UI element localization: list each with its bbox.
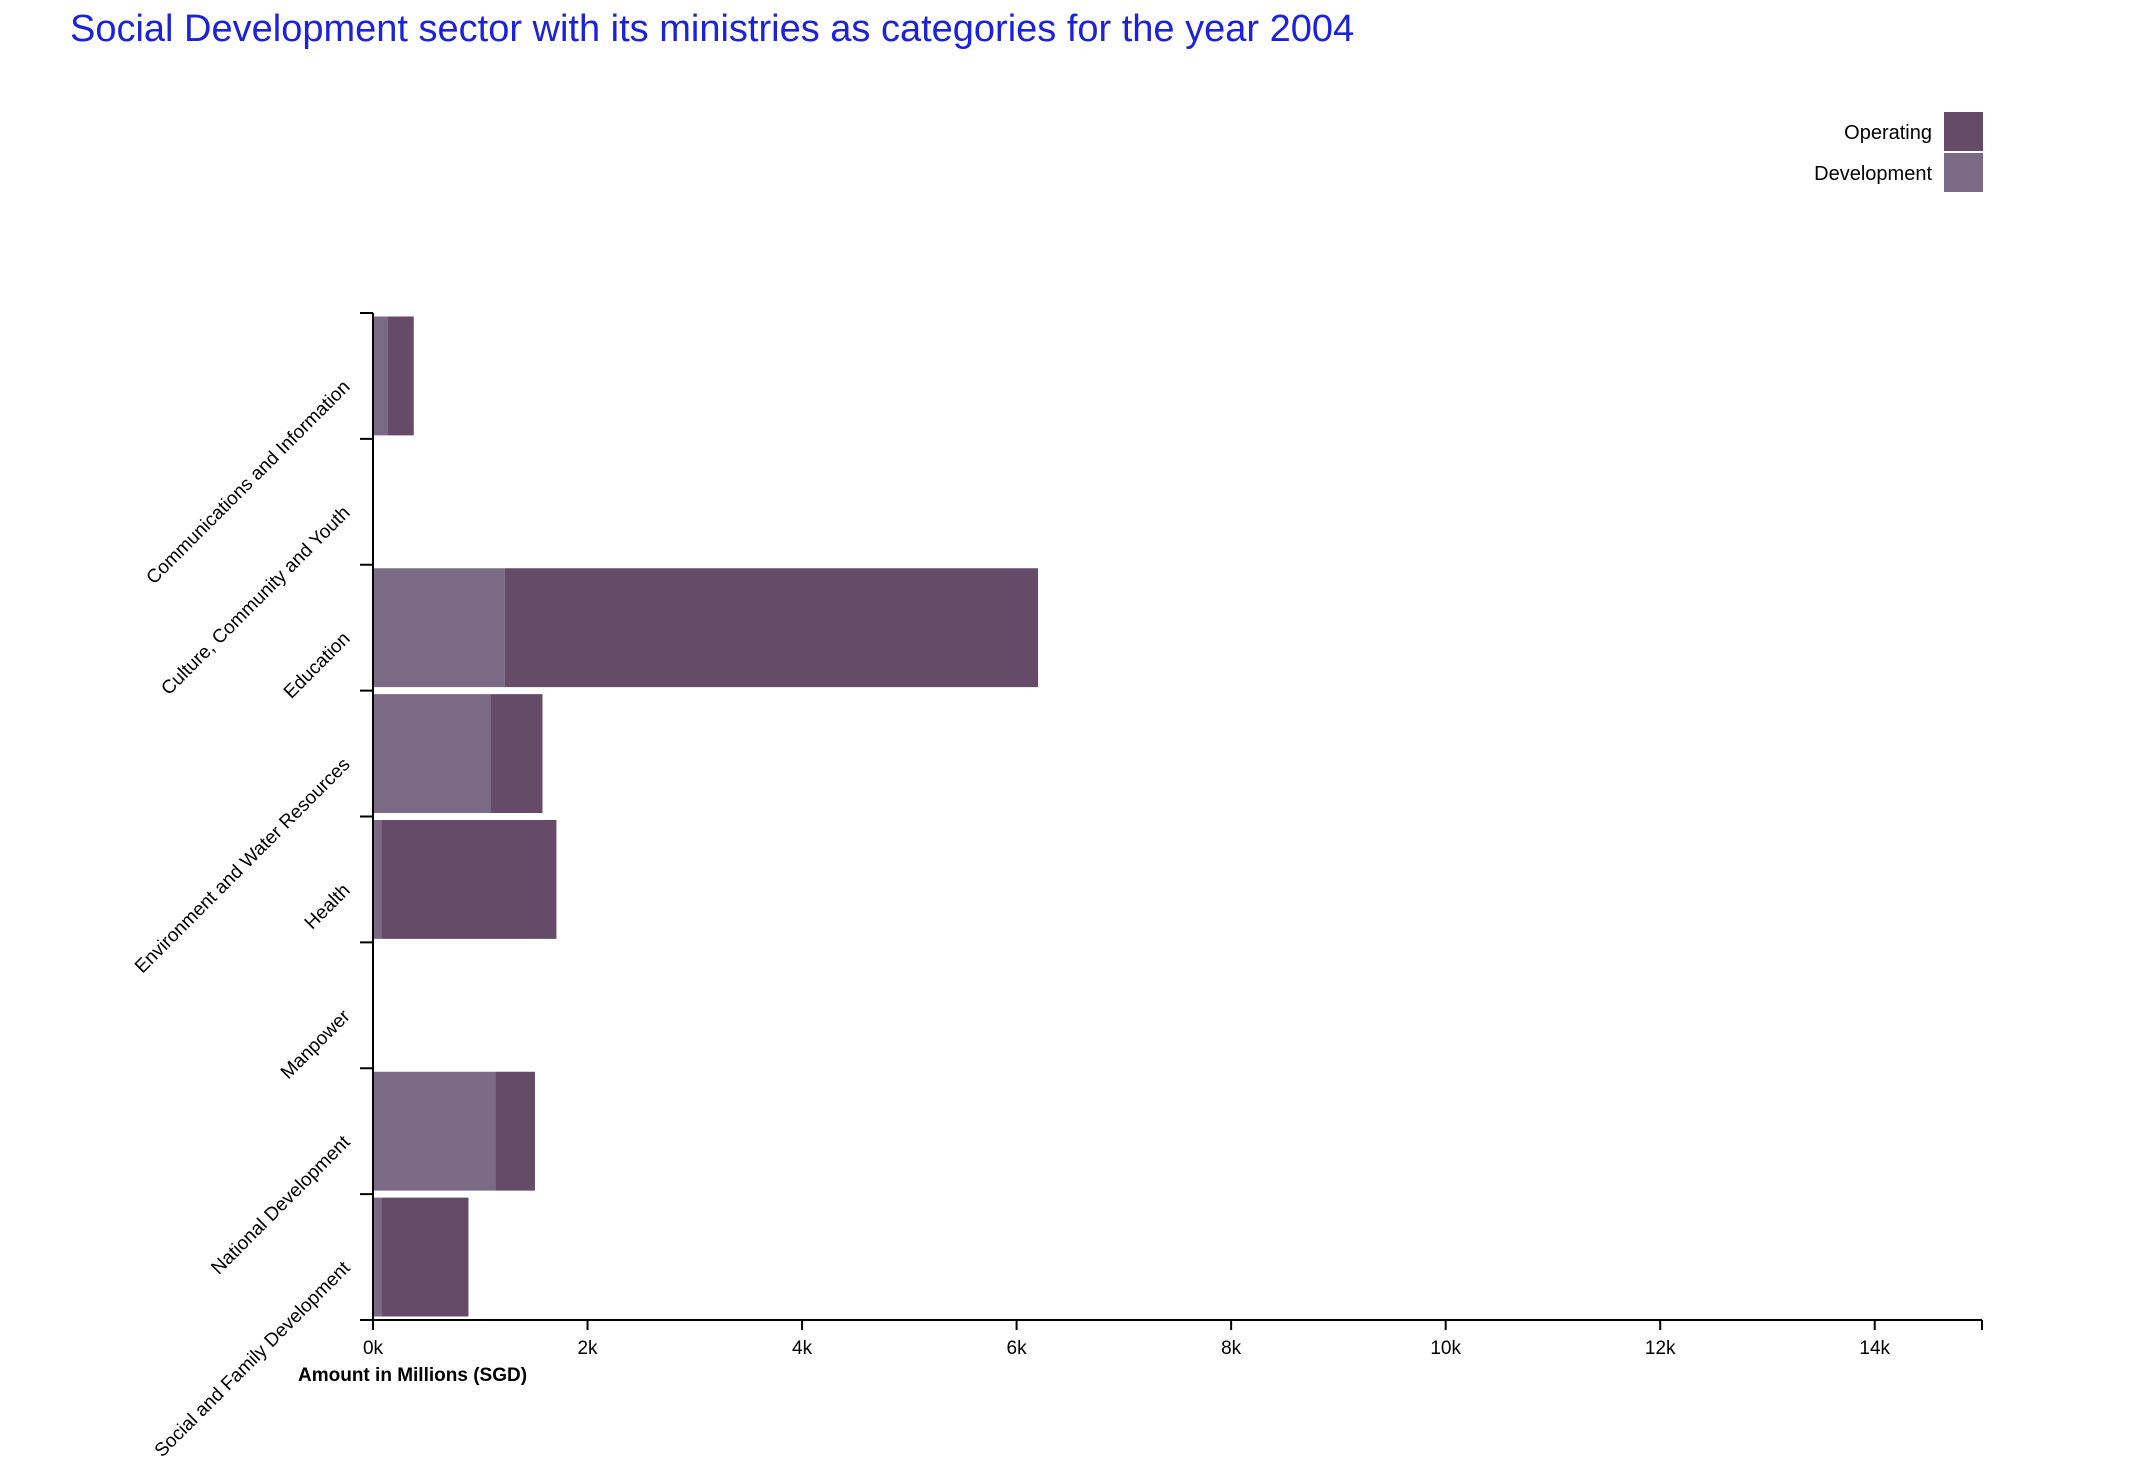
bar-development-social-and-family-development — [373, 1197, 382, 1317]
bar-development-national-development — [373, 1071, 496, 1191]
y-tick-label-communications-and-information: Communications and Information — [143, 377, 355, 589]
x-tick-label: 12k — [1645, 1338, 1676, 1359]
bar-development-health — [373, 820, 382, 939]
legend: Operating Development — [1814, 112, 1983, 192]
bar-development-environment-and-water-resources — [373, 694, 491, 813]
bar-operating-education — [504, 568, 1039, 688]
bar-operating-social-and-family-development — [381, 1197, 469, 1317]
legend-swatch-operating — [1944, 112, 1983, 151]
x-axis-title: Amount in Millions (SGD) — [298, 1365, 527, 1386]
bar-operating-national-development — [495, 1071, 535, 1191]
x-tick-label: 10k — [1430, 1338, 1461, 1359]
legend-label-operating: Operating — [1844, 122, 1932, 144]
legend-swatch-development — [1944, 153, 1983, 192]
chart-title: Social Development sector with its minis… — [70, 8, 1355, 50]
bars-group — [373, 316, 1039, 1317]
y-tick-label-social-and-family-development: Social and Family Development — [151, 1257, 355, 1461]
y-tick-label-manpower: Manpower — [277, 1006, 355, 1084]
legend-label-development: Development — [1814, 163, 1932, 185]
x-tick-label: 6k — [1007, 1338, 1028, 1359]
x-tick-label: 0k — [363, 1338, 384, 1359]
bar-operating-environment-and-water-resources — [490, 694, 543, 813]
x-tick-label: 14k — [1859, 1338, 1890, 1359]
x-tick-label: 8k — [1221, 1338, 1242, 1359]
y-tick-label-national-development: National Development — [207, 1131, 355, 1279]
x-tick-label: 4k — [792, 1338, 813, 1359]
y-tick-label-health: Health — [301, 880, 355, 934]
y-tick-label-environment-and-water-resources: Environment and Water Resources — [131, 754, 354, 977]
x-axis: 0k 2k 4k 6k 8k 10k 12k 14k — [363, 1319, 1983, 1359]
bar-development-education — [373, 568, 505, 688]
y-tick-label-education: Education — [280, 628, 355, 703]
x-tick-label: 2k — [577, 1338, 598, 1359]
bar-operating-health — [381, 820, 557, 939]
bar-development-communications-and-information — [373, 316, 389, 436]
bar-operating-communications-and-information — [388, 316, 414, 436]
